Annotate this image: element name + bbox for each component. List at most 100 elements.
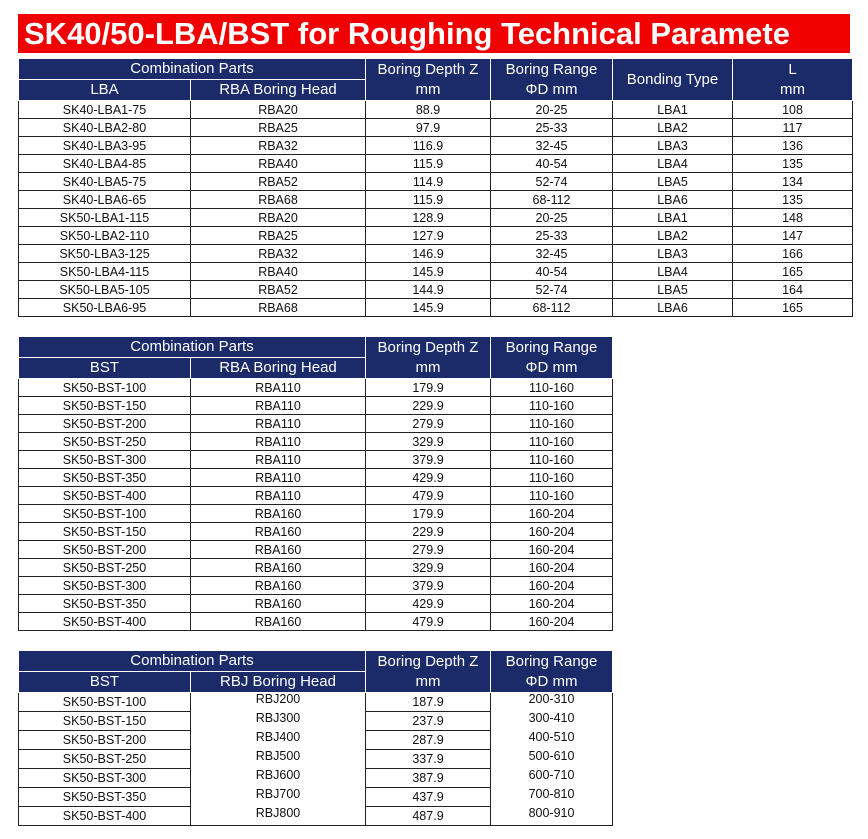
- table-cell: 160-204: [490, 576, 613, 595]
- table-cell: RBA110: [190, 432, 366, 451]
- column-header: Boring Range ΦD mm: [490, 650, 613, 693]
- table-cell: 600-710: [490, 768, 613, 788]
- table-cell: SK50-LBA1-115: [18, 208, 191, 227]
- table-row: SK50-BST-250 RBA160 329.9 160-204: [18, 558, 613, 577]
- table-cell: 135: [732, 154, 853, 173]
- table-row: SK50-LBA1-115 RBA20 128.9 20-25 LBA1 148: [18, 208, 853, 227]
- table-cell: 165: [732, 298, 853, 317]
- table-cell: 110-160: [490, 450, 613, 469]
- table-cell: 40-54: [490, 262, 613, 281]
- header-line: BST: [89, 359, 120, 376]
- table-cell: 187.9: [365, 692, 491, 712]
- table-cell: SK50-LBA4-115: [18, 262, 191, 281]
- table-row: SK50-BST-350 RBJ700 437.9 700-810: [18, 787, 613, 807]
- table-row: SK50-BST-150 RBA110 229.9 110-160: [18, 396, 613, 415]
- table-cell: 379.9: [365, 576, 491, 595]
- table-cell: 200-310: [490, 692, 613, 712]
- table-cell: 379.9: [365, 450, 491, 469]
- table-row: SK50-BST-300 RBA110 379.9 110-160: [18, 450, 613, 469]
- table-cell: SK50-BST-100: [18, 378, 191, 397]
- table-cell: 145.9: [365, 262, 491, 281]
- column-header: RBA Boring Head: [190, 357, 366, 379]
- table-cell: 160-204: [490, 594, 613, 613]
- table-cell: RBA40: [190, 154, 366, 173]
- column-header: Boring Range ΦD mm: [490, 336, 613, 379]
- column-header: RBJ Boring Head: [190, 671, 366, 693]
- table-cell: 68-112: [490, 298, 613, 317]
- table-cell: SK50-BST-200: [18, 730, 191, 750]
- table-cell: 145.9: [365, 298, 491, 317]
- table-cell: 160-204: [490, 558, 613, 577]
- table-cell: SK50-BST-400: [18, 806, 191, 826]
- header-line: LBA: [90, 81, 119, 98]
- table-cell: SK50-LBA2-110: [18, 226, 191, 245]
- table-cell: LBA6: [612, 190, 733, 209]
- table-cell: 479.9: [365, 612, 491, 631]
- table-cell: 229.9: [365, 522, 491, 541]
- table-cell: SK40-LBA6-65: [18, 190, 191, 209]
- table-cell: 110-160: [490, 486, 613, 505]
- table-cell: 237.9: [365, 711, 491, 731]
- table-row: SK50-BST-250 RBJ500 337.9 500-610: [18, 749, 613, 769]
- table-cell: 88.9: [365, 100, 491, 119]
- group-header: Combination Parts: [18, 58, 366, 80]
- table-row: SK50-BST-250 RBA110 329.9 110-160: [18, 432, 613, 451]
- table-cell: 117: [732, 118, 853, 137]
- table-cell: RBJ600: [190, 768, 366, 788]
- table-cell: RBJ300: [190, 711, 366, 731]
- header-line: BST: [89, 673, 120, 690]
- table-cell: 160-204: [490, 612, 613, 631]
- table-cell: 387.9: [365, 768, 491, 788]
- table-cell: LBA2: [612, 118, 733, 137]
- column-header: BST: [18, 671, 191, 693]
- table-body: SK40-LBA1-75 RBA20 88.9 20-25 LBA1 108 SK40-LB…: [18, 100, 853, 317]
- table-cell: 25-33: [490, 118, 613, 137]
- header-row: LBA RBA Boring Head: [18, 79, 853, 101]
- header-line: L: [788, 60, 797, 78]
- table-cell: 400-510: [490, 730, 613, 750]
- table-cell: SK50-LBA6-95: [18, 298, 191, 317]
- header-line: Boring Range: [505, 338, 598, 356]
- table-cell: RBA52: [190, 172, 366, 191]
- table-cell: SK50-BST-150: [18, 396, 191, 415]
- table-cell: RBA110: [190, 396, 366, 415]
- table-row: SK40-LBA3-95 RBA32 116.9 32-45 LBA3 136: [18, 136, 853, 155]
- table-cell: RBA32: [190, 244, 366, 263]
- table-cell: RBA160: [190, 540, 366, 559]
- table-row: SK50-BST-200 RBJ400 287.9 400-510: [18, 730, 613, 750]
- table-cell: 148: [732, 208, 853, 227]
- table-cell: 437.9: [365, 787, 491, 807]
- group-header: Combination Parts: [18, 650, 366, 672]
- table-cell: 32-45: [490, 244, 613, 263]
- table-cell: LBA4: [612, 154, 733, 173]
- table-row: SK40-LBA1-75 RBA20 88.9 20-25 LBA1 108: [18, 100, 853, 119]
- table-cell: 135: [732, 190, 853, 209]
- table-cell: 479.9: [365, 486, 491, 505]
- table-cell: RBJ200: [190, 692, 366, 712]
- table-cell: LBA4: [612, 262, 733, 281]
- table-cell: SK50-BST-100: [18, 692, 191, 712]
- table-cell: RBA68: [190, 190, 366, 209]
- table-row: SK50-BST-100 RBA110 179.9 110-160: [18, 378, 613, 397]
- table-cell: 32-45: [490, 136, 613, 155]
- table-row: SK50-BST-100 RBJ200 187.9 200-310: [18, 692, 613, 712]
- table-cell: RBA110: [190, 486, 366, 505]
- table-cell: SK50-LBA3-125: [18, 244, 191, 263]
- table-cell: 279.9: [365, 414, 491, 433]
- table-cell: RBA160: [190, 576, 366, 595]
- header-line: mm: [415, 672, 441, 690]
- table-cell: 165: [732, 262, 853, 281]
- table-row: SK50-BST-150 RBA160 229.9 160-204: [18, 522, 613, 541]
- header-line: RBJ Boring Head: [220, 673, 336, 690]
- table-row: SK50-BST-200 RBA110 279.9 110-160: [18, 414, 613, 433]
- table-cell: 110-160: [490, 396, 613, 415]
- table-cell: SK40-LBA5-75: [18, 172, 191, 191]
- table-cell: LBA3: [612, 136, 733, 155]
- header-line: RBA Boring Head: [219, 81, 337, 98]
- header-line: ΦD mm: [525, 672, 578, 690]
- table-cell: 160-204: [490, 540, 613, 559]
